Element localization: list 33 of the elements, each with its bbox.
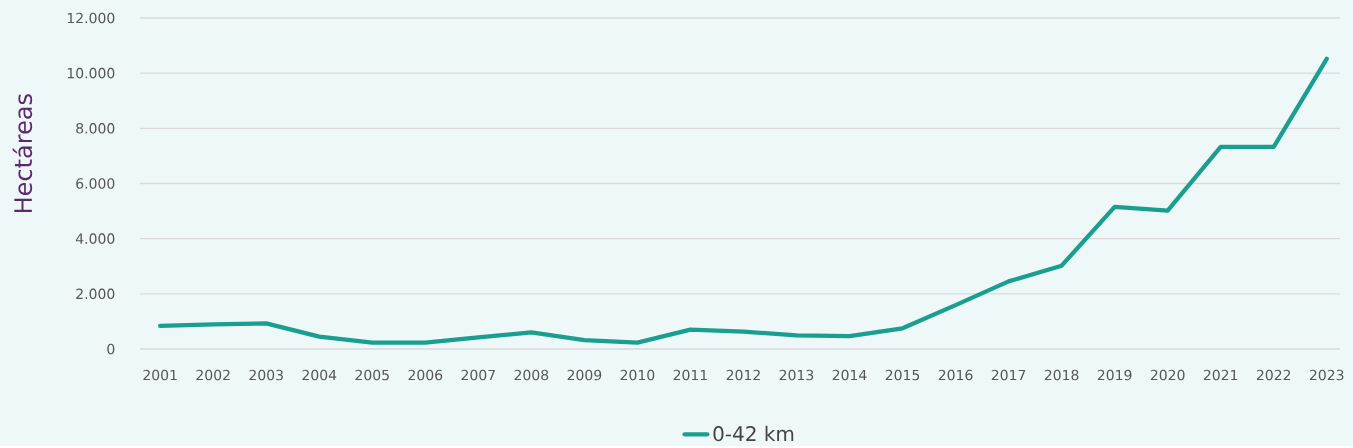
y-axis-title: Hectáreas <box>12 93 33 212</box>
x-tick-label: 2008 <box>514 369 549 381</box>
x-tick-label: 2003 <box>249 369 283 381</box>
x-tick-label: 2018 <box>1044 369 1079 381</box>
x-tick-label: 2006 <box>408 369 443 381</box>
y-tick-label: 2.000 <box>76 288 115 299</box>
x-tick-label: 2002 <box>196 369 230 381</box>
y-tick-label: 4.000 <box>75 233 115 244</box>
y-tick-label: 6.000 <box>76 178 115 189</box>
x-tick-label: 2007 <box>461 369 495 381</box>
x-tick-label: 2017 <box>991 369 1026 381</box>
y-tick-label: 8.000 <box>76 122 115 134</box>
x-tick-label: 2015 <box>885 369 920 381</box>
x-tick-label: 2019 <box>1097 369 1132 381</box>
x-tick-label: 2013 <box>779 369 814 381</box>
x-tick-label: 2009 <box>567 369 602 381</box>
line-series <box>158 56 1329 345</box>
x-tick-label: 2001 <box>143 369 177 381</box>
legend-label: 0-42 km <box>713 425 794 442</box>
x-tick-label: 2021 <box>1203 369 1238 381</box>
x-tick-label: 2023 <box>1309 369 1344 381</box>
y-tick-label: 12.000 <box>67 12 115 24</box>
y-tick-label: 10.000 <box>67 67 115 79</box>
x-tick-label: 2012 <box>726 369 760 381</box>
x-tick-label: 2004 <box>302 369 337 381</box>
x-tick-label: 2020 <box>1150 369 1185 381</box>
x-tick-label: 2010 <box>620 369 655 381</box>
x-tick-label: 2005 <box>355 369 389 381</box>
x-tick-label: 2011 <box>673 369 707 381</box>
x-tick-label: 2016 <box>938 369 973 381</box>
y-tick-label: 0 <box>107 343 115 355</box>
x-tick-label: 2014 <box>832 369 867 381</box>
x-tick-label: 2022 <box>1256 369 1291 381</box>
